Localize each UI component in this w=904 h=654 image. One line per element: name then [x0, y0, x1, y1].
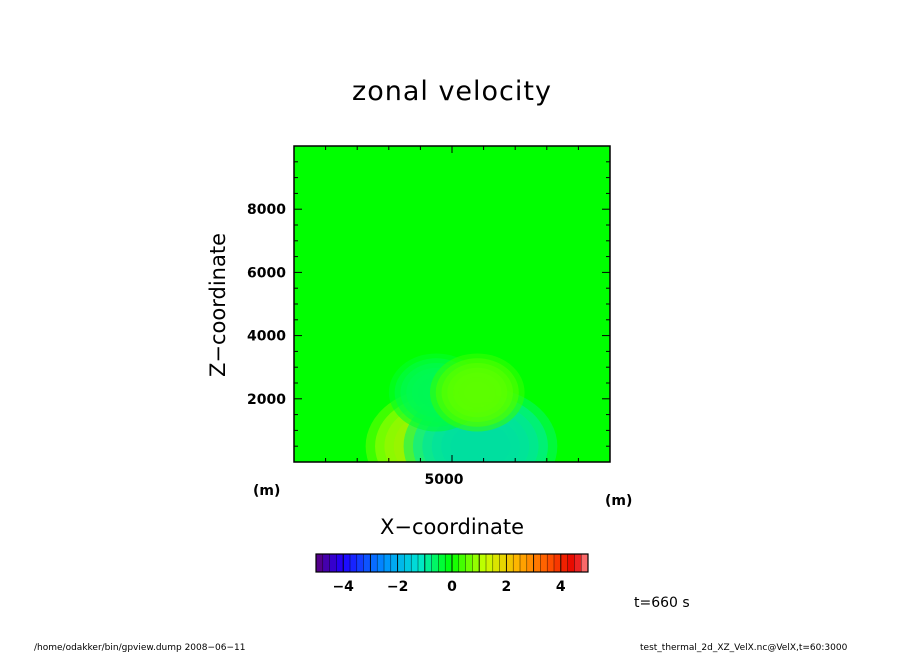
colorbar-cell — [506, 554, 514, 572]
colorbar-cell — [560, 554, 568, 572]
footer-source: test_thermal_2d_XZ_VelX.nc@VelX,t=60:300… — [640, 643, 848, 653]
plot-area — [294, 146, 610, 462]
y-tick-label: 8000 — [247, 202, 286, 218]
colorbar-cell — [479, 554, 487, 572]
colorbar-cell — [486, 554, 494, 572]
chart-title: zonal velocity — [352, 76, 552, 107]
axes: 5000 2000 4000 6000 8000 — [247, 145, 611, 488]
colorbar-cell — [472, 554, 480, 572]
colorbar-cell — [438, 554, 446, 572]
x-axis-label: X−coordinate — [380, 515, 524, 539]
colorbar-cell — [465, 554, 473, 572]
colorbar-tick-label: −2 — [387, 579, 408, 595]
colorbar-frame — [315, 553, 589, 573]
colorbar-cell — [350, 554, 358, 572]
colorbar-cell — [384, 554, 392, 572]
colorbar-cell — [411, 554, 419, 572]
colorbar-cell — [356, 554, 364, 572]
colorbar-cell — [499, 554, 507, 572]
colorbar-tick-label: −4 — [332, 579, 354, 595]
y-tick-label: 2000 — [247, 392, 286, 408]
colorbar-cell — [533, 554, 541, 572]
colorbar-cell — [329, 554, 337, 572]
colorbar-tick-label: 2 — [502, 579, 512, 595]
colorbar-cell — [458, 554, 466, 572]
colorbar-cell — [418, 554, 426, 572]
y-tick-label: 6000 — [247, 265, 286, 281]
heatmap-field — [294, 146, 610, 462]
colorbar-cell — [363, 554, 371, 572]
colorbar-cell — [370, 554, 378, 572]
colorbar-cell — [397, 554, 405, 572]
colorbar-cell — [377, 554, 385, 572]
colorbar-cell — [513, 554, 521, 572]
colorbar-cell — [452, 554, 460, 572]
colorbar: −4 −2 0 2 4 — [315, 553, 589, 595]
colorbar-cell — [581, 554, 589, 572]
colorbar-cell — [526, 554, 534, 572]
colorbar-tick-label: 0 — [447, 579, 457, 595]
y-axis-unit: (m) — [253, 483, 281, 499]
colorbar-cell — [445, 554, 453, 572]
colorbar-cell — [390, 554, 398, 572]
colorbar-cell — [316, 554, 324, 572]
colorbar-cell — [547, 554, 555, 572]
colorbar-cell — [540, 554, 548, 572]
colorbar-tick-label: 4 — [556, 579, 566, 595]
colorbar-cell — [322, 554, 330, 572]
colorbar-cell — [554, 554, 562, 572]
colorbar-cell — [404, 554, 412, 572]
heatmap-contour — [429, 353, 525, 432]
colorbar-cell — [424, 554, 432, 572]
colorbar-cell — [574, 554, 582, 572]
colorbar-cell — [567, 554, 575, 572]
colorbar-cell — [431, 554, 439, 572]
colorbar-cell — [336, 554, 344, 572]
time-label: t=660 s — [634, 595, 690, 611]
y-tick-label: 4000 — [247, 329, 286, 345]
footer-command: /home/odakker/bin/gpview.dump 2008−06−11 — [34, 643, 246, 653]
x-tick-label: 5000 — [425, 472, 464, 488]
x-axis-unit: (m) — [605, 493, 633, 509]
colorbar-cell — [520, 554, 528, 572]
colorbar-cell — [492, 554, 500, 572]
colorbar-cell — [343, 554, 351, 572]
